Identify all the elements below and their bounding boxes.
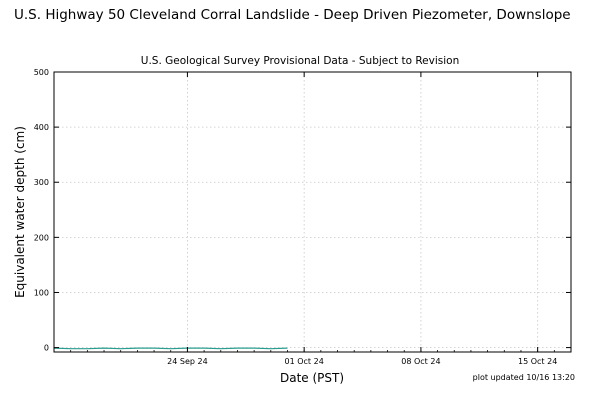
x-axis-label: Date (PST) xyxy=(280,371,344,385)
x-tick-label: 08 Oct 24 xyxy=(401,357,440,366)
tick-layer: 0 100 200 300 400 500 24 Sep 24 01 Oct 24 08 Oct… xyxy=(34,68,572,366)
x-tick-label: 01 Oct 24 xyxy=(285,357,324,366)
y-tick-label: 500 xyxy=(34,68,49,77)
plot-updated-note: plot updated 10/16 13:20 xyxy=(472,373,575,382)
y-tick-label: 300 xyxy=(34,178,49,187)
series-layer xyxy=(53,347,288,350)
chart-title: U.S. Highway 50 Cleveland Corral Landsli… xyxy=(14,7,571,23)
series-line-0 xyxy=(53,347,288,350)
plot-frame xyxy=(53,71,572,353)
grid-layer xyxy=(54,71,571,352)
y-tick-label: 200 xyxy=(34,233,49,242)
x-tick-label: 24 Sep 24 xyxy=(167,357,208,366)
y-tick-label: 100 xyxy=(34,288,49,297)
x-tick-label: 15 Oct 24 xyxy=(518,357,557,366)
y-tick-label: 0 xyxy=(44,344,49,353)
chart-subtitle: U.S. Geological Survey Provisional Data … xyxy=(140,55,460,67)
y-axis-label: Equivalent water depth (cm) xyxy=(13,126,27,298)
y-tick-label: 400 xyxy=(34,123,49,132)
